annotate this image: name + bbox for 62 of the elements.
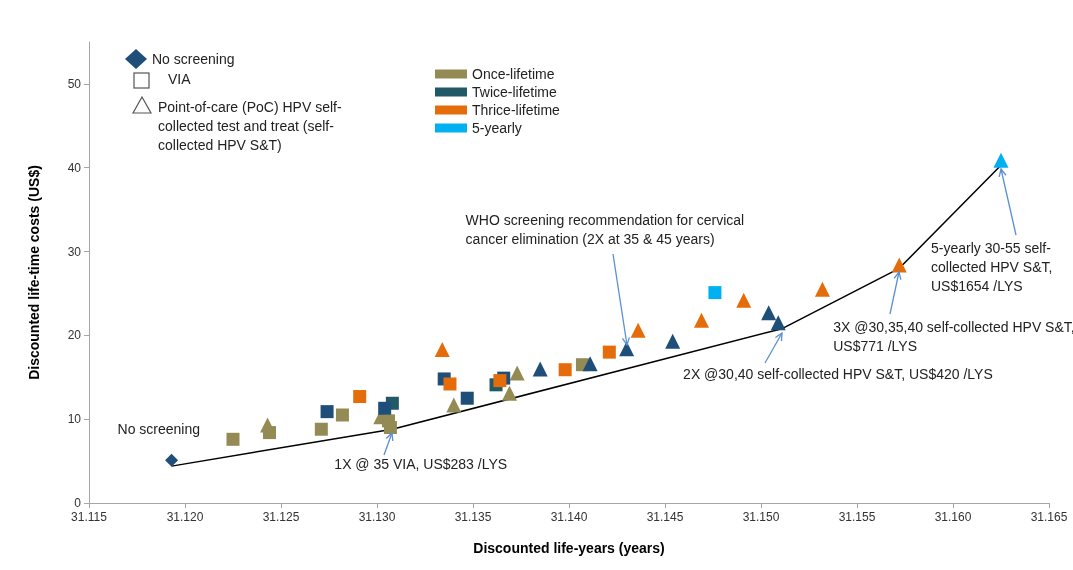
point bbox=[446, 397, 462, 413]
y-axis-title: Discounted life-time costs (US$) bbox=[26, 165, 42, 380]
annotation: 5-yearly 30-55 self-collected HPV S&T, US$1654 /LYS bbox=[931, 239, 1054, 297]
point bbox=[736, 292, 752, 308]
legend-label: 5-yearly bbox=[472, 120, 522, 136]
point bbox=[665, 333, 681, 349]
point bbox=[165, 453, 179, 467]
point bbox=[434, 342, 450, 358]
legend-label: Thrice-lifetime bbox=[472, 102, 561, 118]
point bbox=[383, 421, 397, 435]
x-tick-label: 31.165 bbox=[1030, 510, 1068, 524]
x-tick-label: 31.130 bbox=[358, 510, 396, 524]
point bbox=[378, 401, 392, 415]
annotation: Point-of-care (PoC) HPV self-collected test and treat (self-collected HPV S&T) bbox=[158, 98, 343, 155]
x-tick-label: 31.135 bbox=[454, 510, 492, 524]
y-tick-label: 0 bbox=[74, 496, 82, 510]
x-tick-label: 31.155 bbox=[838, 510, 876, 524]
x-tick-label: 31.145 bbox=[646, 510, 684, 524]
x-tick-label: 31.140 bbox=[550, 510, 588, 524]
point bbox=[443, 377, 457, 391]
annotation: 2X @30,40 self-collected HPV S&T, US$420 /LYS bbox=[683, 364, 994, 384]
point bbox=[814, 281, 830, 297]
point bbox=[314, 422, 328, 436]
point bbox=[708, 286, 722, 300]
point bbox=[509, 365, 525, 381]
legend-label: No screening bbox=[152, 51, 235, 67]
y-tick-label: 50 bbox=[67, 76, 82, 91]
point bbox=[619, 341, 635, 357]
legend-label: Once-lifetime bbox=[472, 66, 555, 82]
point bbox=[693, 312, 709, 328]
point bbox=[320, 405, 334, 419]
point bbox=[558, 363, 572, 377]
point bbox=[532, 361, 548, 377]
point bbox=[582, 356, 598, 372]
point bbox=[501, 385, 517, 401]
point bbox=[770, 315, 786, 331]
point bbox=[761, 305, 777, 321]
point bbox=[630, 322, 646, 338]
y-tick-label: 40 bbox=[67, 160, 82, 175]
x-tick-label: 31.160 bbox=[934, 510, 972, 524]
point bbox=[891, 257, 907, 273]
y-tick-label: 30 bbox=[67, 244, 82, 259]
annotation: 3X @30,35,40 self-collected HPV S&T, US$771 /LYS bbox=[833, 318, 1073, 357]
annotation: VIA bbox=[168, 70, 192, 89]
legend-label: Twice-lifetime bbox=[472, 84, 558, 100]
annotation: No screening bbox=[117, 420, 202, 440]
x-tick-label: 31.150 bbox=[742, 510, 780, 524]
point bbox=[226, 432, 240, 446]
point bbox=[602, 345, 616, 359]
x-axis-title: Discounted life-years (years) bbox=[473, 540, 665, 556]
point bbox=[353, 390, 367, 404]
x-tick-label: 31.120 bbox=[166, 510, 204, 524]
point bbox=[335, 408, 349, 422]
x-tick-label: 31.125 bbox=[262, 510, 300, 524]
point bbox=[493, 374, 507, 388]
y-tick-label: 10 bbox=[67, 412, 82, 427]
x-tick-label: 31.115 bbox=[71, 510, 108, 524]
annotation: WHO screening recommendation for cervical cancer elimination (2X at 35 & 45 years) bbox=[465, 210, 746, 249]
y-tick-label: 20 bbox=[67, 328, 82, 343]
annotation: 1X @ 35 VIA, US$283 /LYS bbox=[334, 455, 509, 475]
point bbox=[460, 391, 474, 405]
point bbox=[993, 152, 1009, 168]
